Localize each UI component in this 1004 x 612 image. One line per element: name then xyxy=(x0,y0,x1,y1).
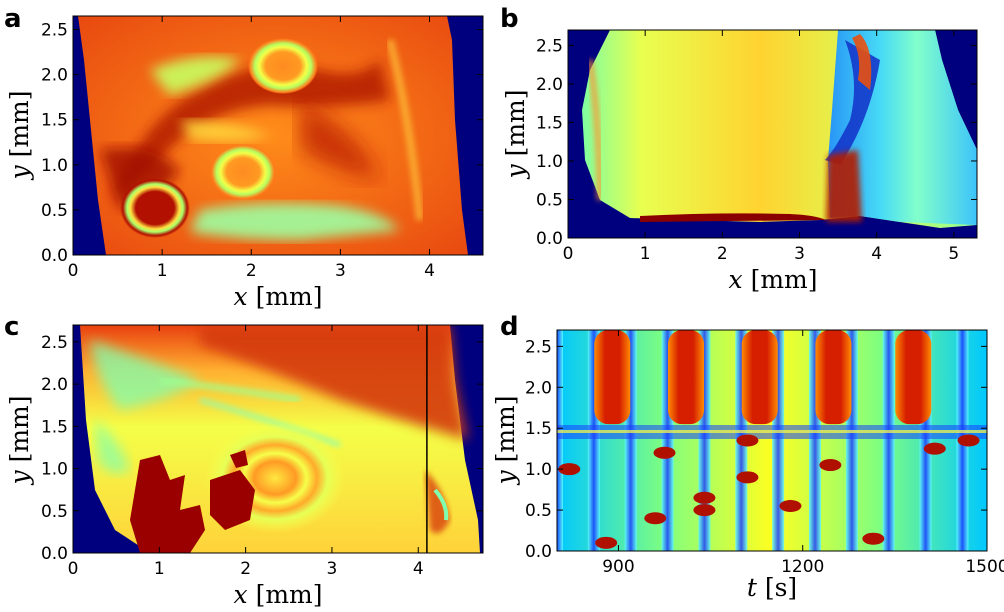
panel-c-ytick-label: 1.0 xyxy=(41,460,68,480)
panel-c-xlabel: x [mm] xyxy=(234,580,323,609)
panel-b-xtick-label: 0 xyxy=(563,244,574,264)
panel-d-letter: d xyxy=(500,312,519,342)
panel-d-hot-spot xyxy=(923,442,946,455)
panel-d-red-band xyxy=(815,330,852,425)
panel-d-hot-spot xyxy=(957,434,980,447)
panel-b-xlabel: x [mm] xyxy=(729,265,818,294)
panel-d-xtick-label: 900 xyxy=(602,557,634,577)
panel-d-hot-spot xyxy=(653,446,676,459)
panel-b-ytick-label: 0.0 xyxy=(536,229,563,249)
panel-c-axes: 0 1 2 3 4 0.0 0.5 1.0 1.5 2.0 2.5 xyxy=(41,325,483,579)
panel-d-xtick-label: 1500 xyxy=(965,557,1004,577)
panel-b-ytick-label: 1.0 xyxy=(536,152,563,172)
panel-d-ylabel: y [mm] xyxy=(491,396,520,486)
panel-a-heatmap xyxy=(73,16,483,255)
panel-a-xtick-label: 1 xyxy=(157,261,168,281)
panel-a-ytick-label: 2.0 xyxy=(41,66,68,86)
panel-b-ytick-label: 2.5 xyxy=(536,36,563,56)
panel-c-ytick-label: 2.5 xyxy=(41,333,68,353)
panel-a-letter: a xyxy=(4,4,22,34)
panel-d-ytick-label: 0.5 xyxy=(525,501,552,521)
panel-c-xtick-label: 1 xyxy=(154,559,165,579)
panel-a-ylabel: y [mm] xyxy=(5,91,34,181)
panel-c-ylabel: y [mm] xyxy=(5,396,34,486)
panel-b: b 0 1 2 3 4 5 0.0 0.5 1.0 1.5 2.0 2.5 x [mm] y [mm] xyxy=(500,4,978,294)
panel-d-hot-spot xyxy=(693,491,716,504)
panel-d-hot-spot xyxy=(736,471,759,484)
panel-a-axes: 0 1 2 3 4 0.0 0.5 1.0 1.5 2.0 2.5 xyxy=(41,16,483,281)
panel-d-ytick-label: 1.5 xyxy=(525,419,552,439)
panel-d-hot-spot xyxy=(736,434,759,447)
panel-c-letter: c xyxy=(4,312,19,342)
panel-b-letter: b xyxy=(500,4,519,34)
panel-d-hot-spot xyxy=(595,536,618,549)
panel-d-hot-spot xyxy=(819,459,842,472)
panel-d-red-band xyxy=(895,330,932,425)
panel-d: d 900 1200 1500 0.0 0.5 1.0 1.5 2.0 2.5 t [s] y … xyxy=(491,312,1004,602)
panel-c-ytick-label: 2.0 xyxy=(41,375,68,395)
panel-b-xtick-label: 1 xyxy=(640,244,651,264)
panel-b-frame xyxy=(567,29,978,239)
panel-c-heatmap xyxy=(73,325,483,553)
panel-d-hot-spot xyxy=(693,504,716,517)
panel-a-ytick-label: 1.0 xyxy=(41,156,68,176)
panel-a-xtick-label: 4 xyxy=(424,261,435,281)
panel-b-ytick-label: 0.5 xyxy=(536,190,563,210)
panel-b-xtick-label: 5 xyxy=(948,244,959,264)
panel-d-ytick-label: 2.5 xyxy=(525,337,552,357)
panel-a-frame xyxy=(72,15,484,256)
panel-c-xtick-label: 3 xyxy=(327,559,338,579)
panel-d-frame xyxy=(556,329,988,552)
panel-a-xlabel: x [mm] xyxy=(234,282,323,311)
panel-b-heatmap xyxy=(568,30,977,238)
panel-c-frame xyxy=(72,324,484,554)
panel-d-hot-spot xyxy=(862,532,885,545)
panel-d-blue-stripe xyxy=(993,330,1004,551)
panel-a-ytick-label: 2.5 xyxy=(41,21,68,41)
panel-d-heatmap xyxy=(557,330,1004,551)
panel-b-axes: 0 1 2 3 4 5 0.0 0.5 1.0 1.5 2.0 2.5 xyxy=(536,30,977,264)
panel-c-ytick-label: 1.5 xyxy=(41,417,68,437)
panel-a-xtick-label: 3 xyxy=(335,261,346,281)
panel-a-ytick-label: 0.0 xyxy=(41,246,68,266)
panel-d-hot-spot xyxy=(558,463,581,476)
panel-d-ytick-label: 1.0 xyxy=(525,460,552,480)
panel-d-ytick-label: 0.0 xyxy=(525,542,552,562)
panel-c-xtick-label: 4 xyxy=(413,559,424,579)
panel-d-hot-spot xyxy=(779,499,802,512)
panel-c-xtick-label: 2 xyxy=(240,559,251,579)
panel-b-xtick-label: 3 xyxy=(794,244,805,264)
panel-d-blue-stripe xyxy=(882,330,895,551)
panel-d-axes: 900 1200 1500 0.0 0.5 1.0 1.5 2.0 2.5 xyxy=(525,330,1004,577)
panel-a-xtick-label: 2 xyxy=(246,261,257,281)
panel-c: c 0 1 2 3 4 0.0 0.5 1.0 1.5 2.0 2.5 x [mm] y [mm] xyxy=(4,312,484,609)
panel-b-ytick-label: 2.0 xyxy=(536,75,563,95)
panel-d-xlabel: t [s] xyxy=(747,573,797,602)
panel-b-ytick-label: 1.5 xyxy=(536,113,563,133)
panel-d-xtick-label: 1200 xyxy=(781,557,824,577)
panel-b-xtick-label: 2 xyxy=(717,244,728,264)
panel-b-ylabel: y [mm] xyxy=(501,90,530,180)
panel-d-red-band xyxy=(594,330,631,425)
panel-b-xtick-label: 4 xyxy=(871,244,882,264)
panel-d-ytick-label: 2.0 xyxy=(525,378,552,398)
panel-a: a 0 1 2 3 4 0.0 0.5 1.0 1.5 2.0 2.5 x [mm] y [mm] xyxy=(4,4,484,311)
panel-a-xtick-label: 0 xyxy=(68,261,79,281)
panel-a-ytick-label: 0.5 xyxy=(41,201,68,221)
panel-c-ytick-label: 0.0 xyxy=(41,544,68,564)
panel-d-red-band xyxy=(741,330,778,425)
panel-a-ytick-label: 1.5 xyxy=(41,111,68,131)
panel-d-red-band xyxy=(668,330,704,425)
panel-d-blue-stripe xyxy=(557,330,563,551)
panel-d-hot-spot xyxy=(644,512,667,525)
panel-c-xtick-label: 0 xyxy=(68,559,79,579)
panel-c-ytick-label: 0.5 xyxy=(41,502,68,522)
